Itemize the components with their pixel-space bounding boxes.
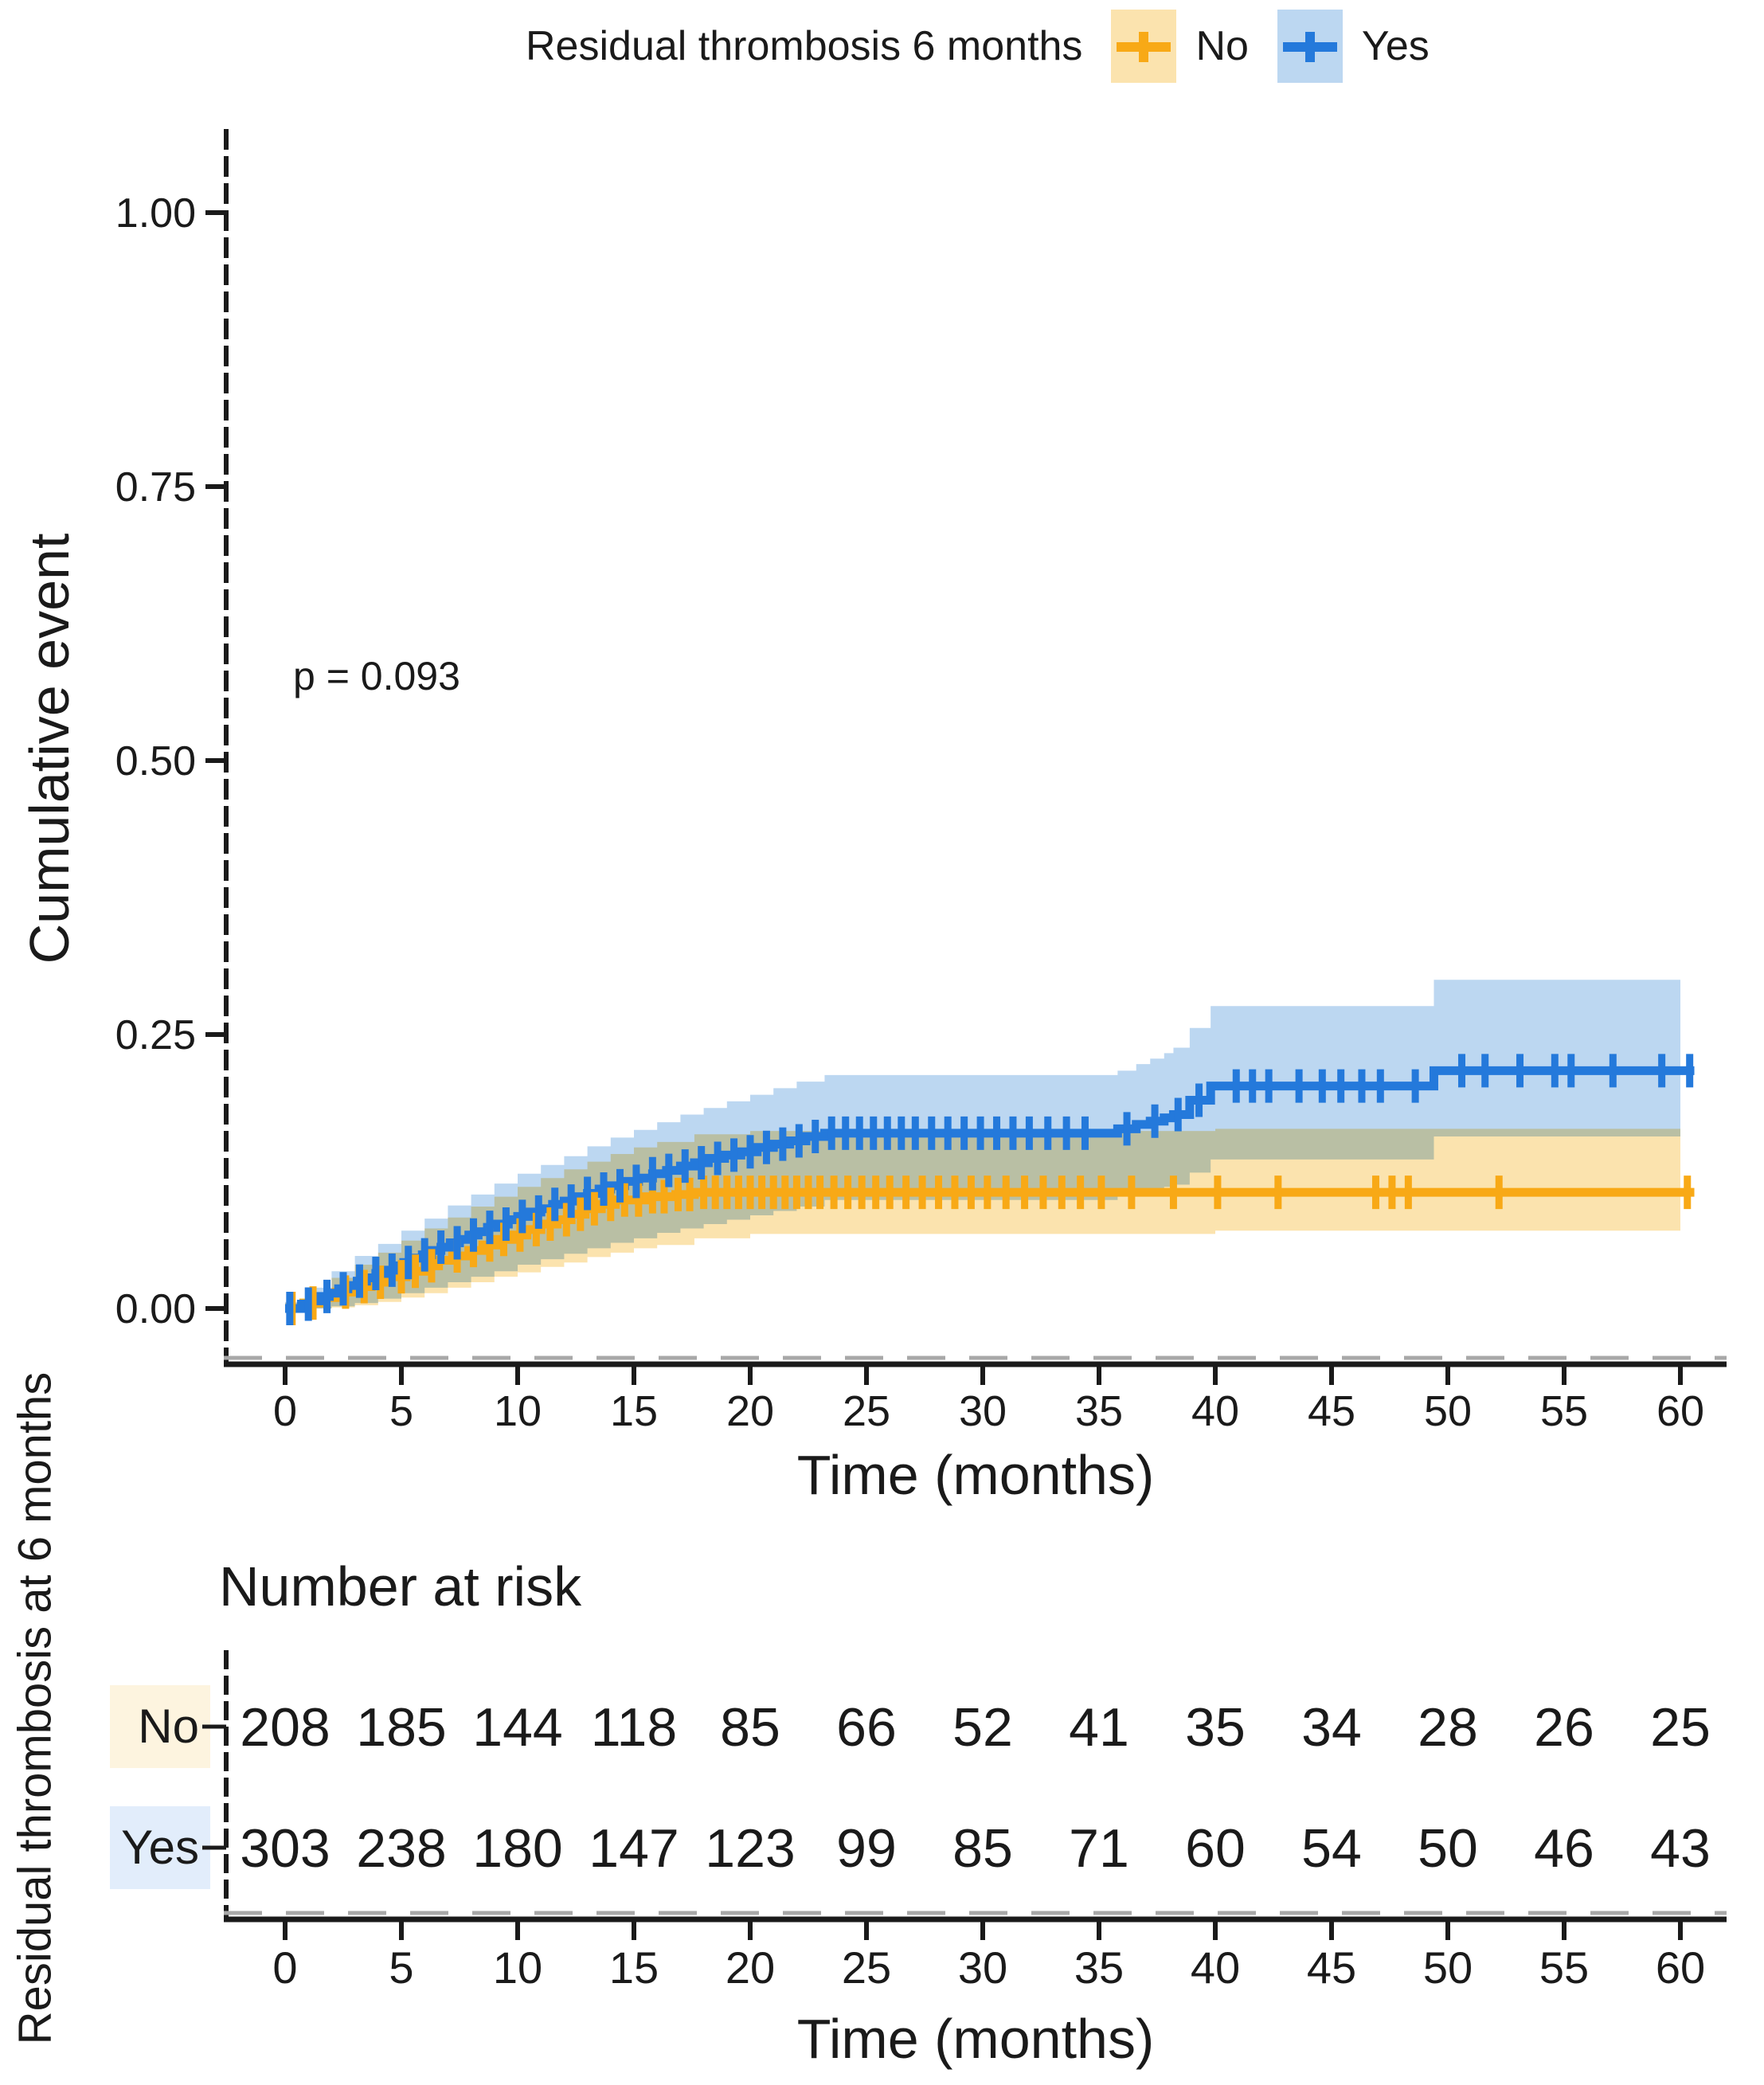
legend-title: Residual thrombosis 6 months xyxy=(526,23,1083,69)
x-tick-label: 60 xyxy=(1656,1387,1704,1435)
censor-plus-icon xyxy=(1277,10,1343,83)
y-tick-label: 0.00 xyxy=(115,1286,196,1332)
x-tick-label: 55 xyxy=(1540,1387,1588,1435)
legend-key-no: No xyxy=(1111,10,1249,83)
risk-value: 26 xyxy=(1534,1697,1594,1758)
risk-value: 185 xyxy=(356,1697,446,1758)
risk-value: 50 xyxy=(1418,1818,1478,1879)
x-axis-title-risk: Time (months) xyxy=(796,2008,1155,2070)
risk-x-tick-label: 20 xyxy=(726,1942,775,1993)
y-axis-title: Cumulative event xyxy=(18,533,80,964)
risk-x-tick-label: 25 xyxy=(842,1942,891,1993)
risk-value: 66 xyxy=(836,1697,897,1758)
risk-value: 60 xyxy=(1185,1818,1246,1879)
plot-area xyxy=(285,977,1695,1325)
risk-value: 99 xyxy=(836,1818,897,1879)
y-tick-label: 0.75 xyxy=(115,464,196,510)
p-value-annotation: p = 0.093 xyxy=(293,654,460,698)
risk-row-label: Yes xyxy=(121,1821,199,1874)
x-tick-label: 25 xyxy=(843,1387,890,1435)
risk-x-tick-label: 35 xyxy=(1074,1942,1124,1993)
risk-value: 71 xyxy=(1069,1818,1129,1879)
y-tick-label: 0.50 xyxy=(115,738,196,784)
risk-value: 85 xyxy=(720,1697,780,1758)
x-tick-label: 10 xyxy=(494,1387,542,1435)
x-tick-label: 45 xyxy=(1308,1387,1355,1435)
risk-value: 144 xyxy=(472,1697,562,1758)
legend-label-yes: Yes xyxy=(1361,23,1430,69)
risk-value: 238 xyxy=(356,1818,446,1879)
x-tick-label: 40 xyxy=(1191,1387,1239,1435)
x-tick-label: 0 xyxy=(273,1387,297,1435)
risk-x-tick-label: 10 xyxy=(493,1942,542,1993)
y-tick-label: 0.25 xyxy=(115,1012,196,1058)
risk-value: 147 xyxy=(589,1818,679,1879)
risk-value: 180 xyxy=(472,1818,562,1879)
risk-value: 118 xyxy=(591,1697,677,1758)
legend-cross-bar xyxy=(1304,32,1315,62)
risk-value: 52 xyxy=(952,1697,1013,1758)
x-axis-title-main: Time (months) xyxy=(796,1444,1155,1506)
risk-value: 34 xyxy=(1301,1697,1362,1758)
risk-x-tick-label: 55 xyxy=(1539,1942,1589,1993)
legend-cross-bar xyxy=(1139,32,1149,62)
censor-plus-icon xyxy=(1111,10,1177,83)
x-tick-label: 5 xyxy=(389,1387,413,1435)
risk-x-tick-label: 50 xyxy=(1423,1942,1473,1993)
legend-label-no: No xyxy=(1195,23,1249,69)
risk-value: 123 xyxy=(705,1818,795,1879)
risk-x-tick-label: 60 xyxy=(1656,1942,1705,1993)
risk-value: 85 xyxy=(952,1818,1013,1879)
risk-value: 208 xyxy=(240,1697,330,1758)
risk-table-title: Number at risk xyxy=(219,1555,582,1618)
risk-value: 35 xyxy=(1185,1697,1246,1758)
risk-value: 303 xyxy=(240,1818,330,1879)
risk-x-tick-label: 40 xyxy=(1191,1942,1240,1993)
risk-value: 43 xyxy=(1650,1818,1711,1879)
x-tick-label: 35 xyxy=(1075,1387,1123,1435)
x-tick-label: 15 xyxy=(610,1387,658,1435)
x-tick-label: 50 xyxy=(1424,1387,1472,1435)
x-tick-label: 20 xyxy=(726,1387,774,1435)
risk-value: 28 xyxy=(1418,1697,1478,1758)
risk-x-tick-label: 15 xyxy=(609,1942,659,1993)
risk-x-tick-label: 45 xyxy=(1307,1942,1356,1993)
risk-x-tick-label: 5 xyxy=(389,1942,413,1993)
x-tick-label: 30 xyxy=(959,1387,1007,1435)
risk-table-axis-title: Residual thrombosis at 6 months xyxy=(9,1371,61,2045)
risk-row-label: No xyxy=(138,1700,199,1753)
risk-value: 54 xyxy=(1301,1818,1362,1879)
risk-x-tick-label: 30 xyxy=(958,1942,1007,1993)
risk-value: 25 xyxy=(1650,1697,1711,1758)
y-tick-label: 1.00 xyxy=(115,190,196,237)
risk-value: 46 xyxy=(1534,1818,1594,1879)
legend: Residual thrombosis 6 months No Yes xyxy=(526,6,1430,86)
risk-value: 41 xyxy=(1069,1697,1129,1758)
risk-row-label-bg xyxy=(110,1685,210,1768)
risk-x-tick-label: 0 xyxy=(272,1942,297,1993)
risk-row-label-bg xyxy=(110,1806,210,1889)
legend-key-yes: Yes xyxy=(1277,10,1430,83)
